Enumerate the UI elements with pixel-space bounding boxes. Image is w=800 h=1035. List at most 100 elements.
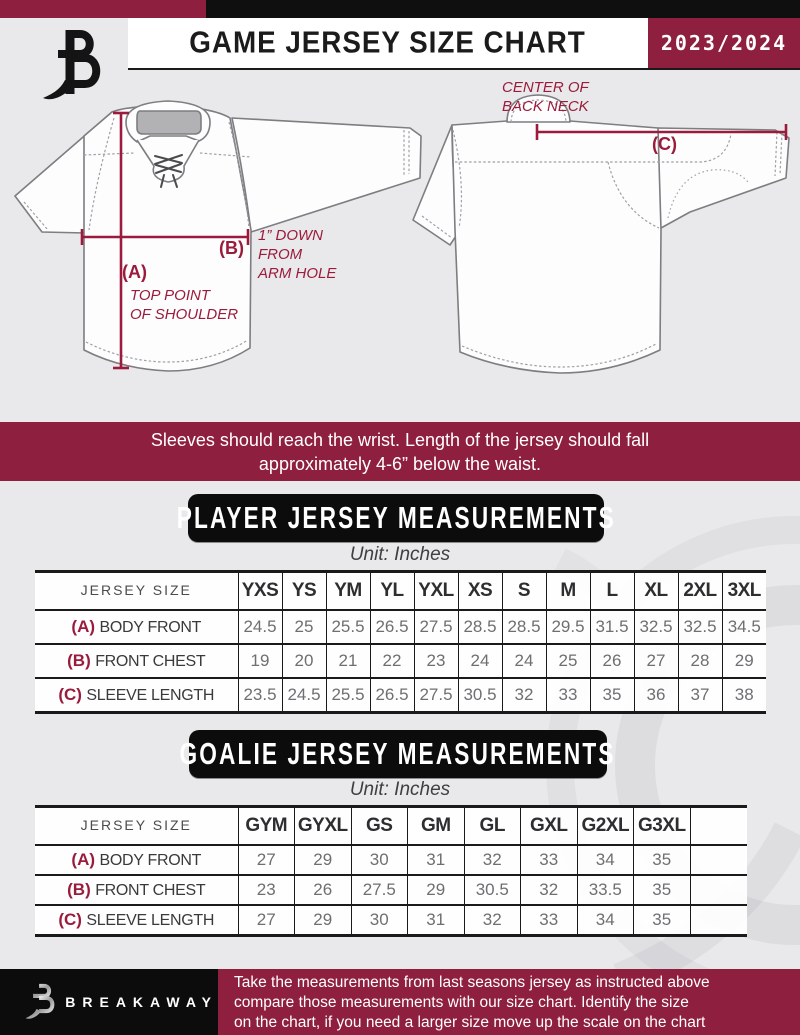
size-header-cell: 2XL: [678, 571, 723, 611]
goalie-unit-label: Unit: Inches: [349, 779, 451, 800]
value-cell: 26.5: [370, 610, 415, 645]
value-cell: 32: [464, 905, 521, 936]
value-cell: 20: [282, 644, 327, 679]
size-header-cell: GYM: [238, 806, 295, 846]
goalie-section-title: GOALIE JERSEY MEASUREMENTS: [179, 736, 617, 771]
value-cell: 28.5: [502, 610, 547, 645]
size-header-cell: YM: [326, 571, 371, 611]
season-label: 2023/2024: [660, 31, 788, 55]
value-cell: [690, 905, 747, 936]
value-cell: 22: [370, 644, 415, 679]
size-header-cell: XL: [634, 571, 679, 611]
value-cell: 34: [577, 845, 634, 876]
table-row: (B) FRONT CHEST 23 26 27.5 29 30.5 32 33.5 35: [35, 875, 747, 906]
value-cell: 31: [407, 905, 465, 936]
value-cell: 38: [722, 678, 766, 713]
fit-note-banner: Sleeves should reach the wrist. Length o…: [0, 422, 800, 481]
page-title: GAME JERSEY SIZE CHART: [189, 25, 587, 60]
size-header-cell: YL: [370, 571, 415, 611]
text-line: compare those measurements with our size…: [234, 994, 689, 1011]
row-label-cell: (B) FRONT CHEST: [35, 644, 239, 679]
value-cell: 34: [577, 905, 634, 936]
value-cell: 29: [294, 905, 352, 936]
season-box: 2023/2024: [648, 18, 800, 70]
table-row: (C) SLEEVE LENGTH 23.5 24.5 25.5 26.5 27.5 30.…: [35, 678, 766, 713]
note-arm-hole: 1” DOWN FROM ARM HOLE: [258, 226, 336, 283]
value-cell: 29: [407, 875, 465, 906]
text-line: approximately 4-6” below the waist.: [258, 454, 542, 474]
text-line: TOP POINT: [130, 287, 211, 304]
table-row: JERSEY SIZE YXS YS YM YL YXL XS S M L XL 2XL 3XL: [35, 571, 766, 611]
player-section-title: PLAYER JERSEY MEASUREMENTS: [176, 500, 616, 535]
value-cell: 30: [351, 845, 408, 876]
footer-instructions: Take the measurements from last seasons …: [218, 969, 800, 1035]
value-cell: 31.5: [590, 610, 635, 645]
player-size-table: JERSEY SIZE YXS YS YM YL YXL XS S M L XL 2XL 3XL (A) …: [35, 570, 766, 714]
value-cell: 32.5: [634, 610, 679, 645]
title-band: GAME JERSEY SIZE CHART: [128, 18, 648, 70]
value-cell: 32: [520, 875, 578, 906]
size-header-cell: YXS: [238, 571, 283, 611]
size-header-cell: GS: [351, 806, 408, 846]
value-cell: 35: [590, 678, 635, 713]
value-cell: 33.5: [577, 875, 634, 906]
value-cell: 28.5: [458, 610, 503, 645]
size-header-cell: [690, 806, 747, 846]
row-label-cell: (A) BODY FRONT: [35, 610, 239, 645]
value-cell: 27.5: [414, 610, 459, 645]
value-cell: 31: [407, 845, 465, 876]
value-cell: 35: [633, 845, 691, 876]
value-cell: 30.5: [458, 678, 503, 713]
table-row: (A) BODY FRONT 24.5 25 25.5 26.5 27.5 28.5 28.5…: [35, 610, 766, 645]
player-section-header: PLAYER JERSEY MEASUREMENTS: [176, 494, 613, 542]
value-cell: 25.5: [326, 610, 371, 645]
value-cell: 25: [546, 644, 591, 679]
value-cell: 32.5: [678, 610, 723, 645]
size-header-cell: GYXL: [294, 806, 352, 846]
value-cell: 23: [238, 875, 295, 906]
value-cell: 26: [590, 644, 635, 679]
label-a: (A): [122, 262, 147, 282]
size-header-cell: L: [590, 571, 635, 611]
value-cell: 24.5: [238, 610, 283, 645]
value-cell: 35: [633, 905, 691, 936]
value-cell: 24: [502, 644, 547, 679]
value-cell: 30.5: [464, 875, 521, 906]
breakaway-footer-logo-icon: [25, 983, 55, 1019]
value-cell: 27.5: [351, 875, 408, 906]
value-cell: 32: [464, 845, 521, 876]
table-row: (C) SLEEVE LENGTH 27 29 30 31 32 33 34 35: [35, 905, 747, 936]
goalie-size-table: JERSEY SIZE GYM GYXL GS GM GL GXL G2XL G3XL (A) B…: [35, 805, 747, 937]
note-top-point-shoulder: TOP POINT OF SHOULDER: [130, 286, 238, 324]
value-cell: [690, 845, 747, 876]
value-cell: 24.5: [282, 678, 327, 713]
size-table: JERSEY SIZE GYM GYXL GS GM GL GXL G2XL G3XL (A) B…: [35, 805, 747, 937]
size-header-cell: GL: [464, 806, 521, 846]
label-b: (B): [219, 238, 244, 258]
label-c: (C): [652, 134, 677, 154]
value-cell: 27: [238, 845, 295, 876]
top-strip-maroon: [0, 0, 206, 18]
value-cell: 29.5: [546, 610, 591, 645]
text-line: on the chart, if you need a larger size …: [234, 1014, 706, 1031]
value-cell: 37: [678, 678, 723, 713]
corner-header-cell: JERSEY SIZE: [35, 806, 239, 846]
value-cell: 21: [326, 644, 371, 679]
value-cell: 27: [238, 905, 295, 936]
corner-header-cell: JERSEY SIZE: [35, 571, 239, 611]
value-cell: 19: [238, 644, 283, 679]
text-line: OF SHOULDER: [130, 306, 239, 323]
value-cell: 27: [634, 644, 679, 679]
value-cell: 23.5: [238, 678, 283, 713]
text-line: ARM HOLE: [258, 265, 337, 282]
value-cell: 25.5: [326, 678, 371, 713]
size-table: JERSEY SIZE YXS YS YM YL YXL XS S M L XL 2XL 3XL (A) …: [35, 570, 766, 714]
row-label-cell: (C) SLEEVE LENGTH: [35, 905, 239, 936]
text-line: FROM: [258, 246, 303, 263]
value-cell: 29: [294, 845, 352, 876]
breakaway-logo-icon: [43, 30, 101, 100]
size-header-cell: XS: [458, 571, 503, 611]
goalie-section-header: GOALIE JERSEY MEASUREMENTS: [180, 730, 614, 778]
top-strip-black: [206, 0, 800, 18]
